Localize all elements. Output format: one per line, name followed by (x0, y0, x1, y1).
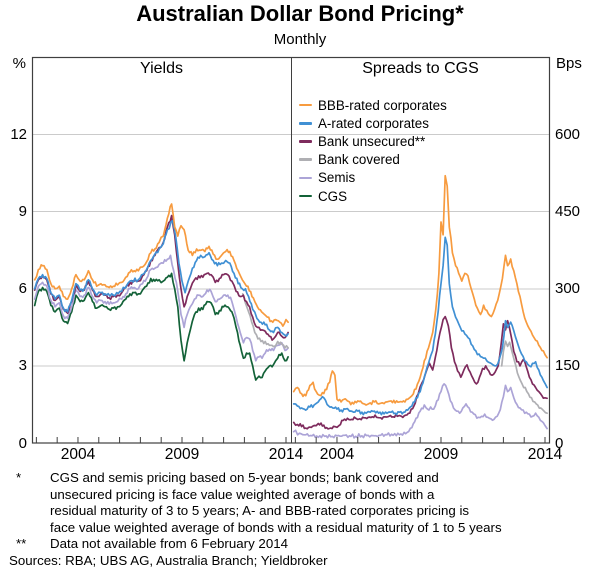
footnote-text: CGS and semis pricing based on 5-year bo… (50, 470, 592, 536)
footnote-text: Data not available from 6 February 2014 (50, 536, 592, 553)
legend-item: CGS (299, 187, 447, 205)
series-line-bbb-rated-corporates (292, 174, 548, 406)
legend-swatch-icon (299, 121, 312, 125)
footnote-marker: ** (16, 536, 27, 552)
footnote-line: unsecured pricing is face value weighted… (50, 486, 435, 502)
footnote-line: Data not available from 6 February 2014 (50, 536, 289, 552)
series-line-cgs (33, 272, 289, 381)
right-axis-tick-label: 450 (555, 203, 581, 221)
footnote-marker: * (16, 470, 22, 485)
legend-label: BBB-rated corporates (318, 97, 447, 113)
legend-item: Bank covered (299, 151, 447, 169)
footnote-line: face value weighted average of bonds wit… (50, 519, 502, 535)
chart-title: Australian Dollar Bond Pricing* (136, 1, 464, 26)
x-axis-year-label: 2004 (60, 446, 96, 463)
legend-label: Bank covered (318, 152, 400, 168)
legend-swatch-icon (299, 194, 312, 198)
legend-swatch-icon (299, 158, 312, 161)
right-axis-tick-label: 0 (555, 434, 564, 452)
series-line-semis (292, 383, 548, 439)
legend-item: Bank unsecured** (299, 132, 447, 150)
left-axis-tick-label: 3 (18, 357, 27, 375)
legend-item: Semis (299, 169, 447, 187)
series-line-a-rated-corporates (33, 219, 289, 337)
series-line-semis (33, 254, 289, 362)
panel-title-spreads-to-cgs: Spreads to CGS (362, 60, 479, 77)
legend-swatch-icon (299, 103, 312, 107)
footnotes: * CGS and semis pricing based on 5-year b… (16, 470, 592, 553)
left-axis-tick-label: 12 (10, 126, 27, 144)
series-line-bank-unsecured- (33, 214, 289, 341)
sources-line: Sources: RBA; UBS AG, Australia Branch; … (9, 553, 328, 568)
chart-subtitle: Monthly (273, 31, 327, 48)
legend-label: CGS (318, 188, 348, 204)
left-axis-unit-label: % (12, 55, 26, 72)
footnote-line: residual maturity of 3 to 5 years; A- an… (50, 503, 470, 519)
series-line-bank-covered (241, 293, 289, 349)
right-axis-tick-label: 300 (555, 280, 581, 298)
right-axis-tick-label: 150 (555, 357, 581, 375)
legend-label: Bank unsecured** (318, 133, 426, 149)
x-axis-year-label: 2009 (423, 446, 459, 463)
legend-swatch-icon (299, 176, 312, 180)
series-line-a-rated-corporates (292, 236, 548, 416)
right-axis-unit-label: Bps (556, 55, 582, 72)
series-line-bbb-rated-corporates (33, 203, 289, 327)
left-axis-tick-label: 9 (18, 203, 27, 221)
legend: BBB-rated corporates A-rated corporates Ba… (299, 96, 447, 205)
left-axis-tick-label: 6 (18, 280, 27, 298)
right-axis-tick-label: 600 (555, 126, 581, 144)
x-axis-year-label: 2009 (164, 446, 200, 463)
plot-frame (31, 56, 551, 444)
legend-swatch-icon (299, 140, 312, 143)
legend-item: A-rated corporates (299, 114, 447, 132)
x-axis-year-label: 2014 (268, 446, 304, 463)
legend-item: BBB-rated corporates (299, 96, 447, 114)
footnote-line: CGS and semis pricing based on 5-year bo… (50, 470, 439, 485)
legend-label: A-rated corporates (318, 115, 429, 131)
panel-title-yields: Yields (140, 60, 183, 77)
x-axis-year-label: 2004 (319, 446, 355, 463)
legend-label: Semis (318, 170, 356, 186)
series-line-bank-covered (500, 340, 548, 415)
left-axis-tick-label: 0 (18, 434, 27, 452)
x-axis-year-label: 2014 (527, 446, 563, 463)
